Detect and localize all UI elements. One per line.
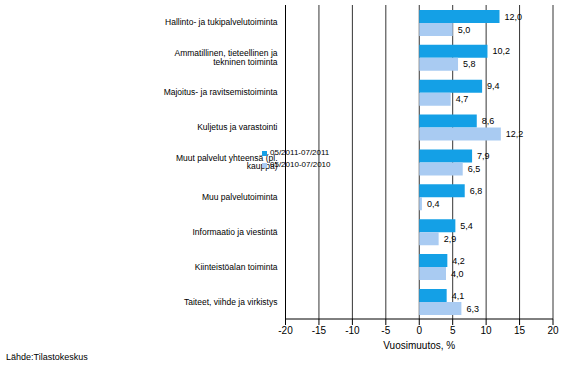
svg-text:4,1: 4,1 (452, 291, 465, 301)
svg-text:6,5: 6,5 (468, 164, 481, 174)
svg-text:7,9: 7,9 (477, 151, 490, 161)
svg-text:Hallinto- ja tukipalvelutoimin: Hallinto- ja tukipalvelutoiminta (165, 17, 278, 27)
svg-text:5: 5 (450, 325, 456, 336)
svg-text:12,0: 12,0 (505, 12, 523, 22)
svg-text:15: 15 (514, 325, 526, 336)
svg-text:10,2: 10,2 (492, 46, 510, 56)
svg-text:5,0: 5,0 (458, 25, 471, 35)
svg-text:4,2: 4,2 (452, 256, 465, 266)
svg-text:Majoitus- ja ravitsemistoimint: Majoitus- ja ravitsemistoiminta (164, 87, 278, 97)
svg-text:Ammatillinen, tieteellinen jat: Ammatillinen, tieteellinen jatekninen to… (175, 48, 278, 66)
html-text:Lähde:Tilastokeskus: Lähde:Tilastokeskus (6, 352, 88, 362)
svg-text:-10: -10 (345, 325, 360, 336)
svg-text:6,8: 6,8 (470, 186, 483, 196)
svg-text:5,4: 5,4 (460, 221, 473, 231)
svg-text:Muut palvelut yhteensä (pl.kau: Muut palvelut yhteensä (pl.kauppa) (176, 153, 278, 172)
svg-text:10: 10 (481, 325, 493, 336)
svg-text:4,7: 4,7 (456, 94, 469, 104)
svg-text:Kiinteistöalan toiminta: Kiinteistöalan toiminta (195, 262, 278, 272)
svg-text:Informaatio ja viestintä: Informaatio ja viestintä (192, 227, 277, 237)
svg-text:8,6: 8,6 (482, 116, 495, 126)
svg-text:Kuljetus ja varastointi: Kuljetus ja varastointi (197, 122, 277, 132)
svg-text:12,2: 12,2 (506, 129, 524, 139)
html-text:05/2010-07/2010: 05/2010-07/2010 (270, 160, 331, 169)
svg-text:-20: -20 (278, 325, 293, 336)
svg-text:0,4: 0,4 (427, 199, 440, 209)
svg-text:6,3: 6,3 (466, 304, 479, 314)
svg-text:Muu palvelutoiminta: Muu palvelutoiminta (202, 192, 278, 202)
svg-text:5,8: 5,8 (463, 59, 476, 69)
svg-text:20: 20 (547, 325, 559, 336)
html-text:05/2011-07/2011: 05/2011-07/2011 (270, 148, 330, 157)
svg-text:2,9: 2,9 (444, 234, 457, 244)
svg-text:0: 0 (416, 325, 422, 336)
svg-text:9,4: 9,4 (487, 81, 500, 91)
svg-text:4,0: 4,0 (451, 269, 464, 279)
svg-text:Vuosimuutos, %: Vuosimuutos, % (383, 340, 455, 351)
svg-text:-15: -15 (312, 325, 327, 336)
svg-text:Taiteet, viihde ja virkistys: Taiteet, viihde ja virkistys (184, 297, 278, 307)
svg-text:-5: -5 (381, 325, 390, 336)
